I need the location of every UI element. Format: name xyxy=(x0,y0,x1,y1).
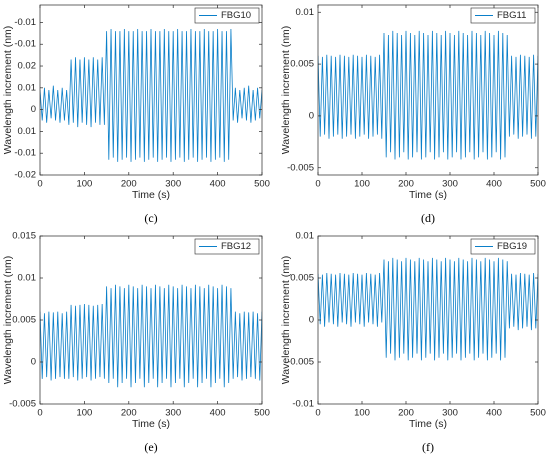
y-tick-label: 0.015 xyxy=(12,231,36,242)
x-tick-label: 0 xyxy=(315,408,320,419)
y-tick-label: -0.02 xyxy=(14,170,36,181)
y-tick-label: -0.01 xyxy=(292,399,314,410)
y-tick-label: 0.01 xyxy=(18,82,37,93)
x-tick-label: 500 xyxy=(530,408,546,419)
y-tick-label: -0.005 xyxy=(287,357,314,368)
axes-frame xyxy=(317,4,539,176)
y-tick-label: 0.01 xyxy=(18,126,37,137)
x-tick-label: 200 xyxy=(398,408,414,419)
legend-box xyxy=(470,238,536,255)
y-tick-label: 0.01 xyxy=(18,273,37,284)
y-tick-label: -0.005 xyxy=(9,399,36,410)
x-tick-label: 200 xyxy=(121,408,137,419)
y-axis-label: Wavelength increment (nm) xyxy=(280,26,292,155)
axes-background xyxy=(40,236,262,404)
x-tick-label: 300 xyxy=(165,179,181,190)
x-tick-label: 400 xyxy=(486,179,502,190)
x-tick-label: 100 xyxy=(354,179,370,190)
y-axis-label: Wavelength increment (nm) xyxy=(2,256,14,385)
y-tick-label: 0.005 xyxy=(12,315,36,326)
x-tick-label: 100 xyxy=(76,179,92,190)
y-tick-label: 0.01 xyxy=(296,7,315,18)
legend-label: FBG10 xyxy=(221,10,251,21)
caption: (c) xyxy=(144,211,157,225)
y-tick-label: 0.01 xyxy=(296,231,315,242)
axes-background xyxy=(318,5,538,175)
caption: (d) xyxy=(421,211,435,225)
x-tick-label: 0 xyxy=(37,408,42,419)
y-axis-label: Wavelength increment (nm) xyxy=(2,26,14,155)
y-tick-label: -0.01 xyxy=(14,17,36,28)
legend-box xyxy=(194,238,260,255)
legend-box xyxy=(194,7,260,24)
x-axis-label: Time (s) xyxy=(132,418,170,430)
x-tick-label: 400 xyxy=(210,408,226,419)
y-tick-label: -0.01 xyxy=(14,39,36,50)
y-tick-label: 0 xyxy=(31,357,36,368)
x-tick-label: 500 xyxy=(530,179,546,190)
x-tick-label: 200 xyxy=(398,179,414,190)
caption: (e) xyxy=(144,440,157,454)
x-axis-label: Time (s) xyxy=(409,189,447,201)
y-tick-label: -0.005 xyxy=(287,162,314,173)
axes-frame xyxy=(39,4,263,176)
y-tick-label: 0 xyxy=(31,104,36,115)
x-tick-label: 0 xyxy=(315,179,320,190)
y-tick-label: 0 xyxy=(309,110,314,121)
y-tick-label: 0.005 xyxy=(290,273,314,284)
caption: (f) xyxy=(422,440,434,454)
signal-line xyxy=(318,30,538,160)
x-tick-label: 300 xyxy=(165,408,181,419)
y-tick-label: 0.005 xyxy=(290,59,314,70)
x-tick-label: 300 xyxy=(442,179,458,190)
x-tick-label: 0 xyxy=(37,179,42,190)
signal-line xyxy=(318,257,538,361)
legend-box xyxy=(470,7,536,24)
y-tick-label: -0.01 xyxy=(14,148,36,159)
legend-label: FBG12 xyxy=(221,241,251,252)
y-tick-label: 0.02 xyxy=(18,61,37,72)
x-axis-label: Time (s) xyxy=(132,189,170,201)
x-tick-label: 300 xyxy=(442,408,458,419)
x-tick-label: 100 xyxy=(76,408,92,419)
x-tick-label: 100 xyxy=(354,408,370,419)
x-tick-label: 200 xyxy=(121,179,137,190)
y-tick-label: 0 xyxy=(309,315,314,326)
signal-line xyxy=(40,28,262,162)
y-axis-label: Wavelength increment (nm) xyxy=(280,256,292,385)
x-tick-label: 400 xyxy=(210,179,226,190)
legend-label: FBG19 xyxy=(497,241,527,252)
x-tick-label: 400 xyxy=(486,408,502,419)
x-tick-label: 500 xyxy=(254,408,270,419)
x-tick-label: 500 xyxy=(254,179,270,190)
signal-line xyxy=(40,284,262,388)
legend-label: FBG11 xyxy=(497,10,526,21)
x-axis-label: Time (s) xyxy=(409,418,447,430)
